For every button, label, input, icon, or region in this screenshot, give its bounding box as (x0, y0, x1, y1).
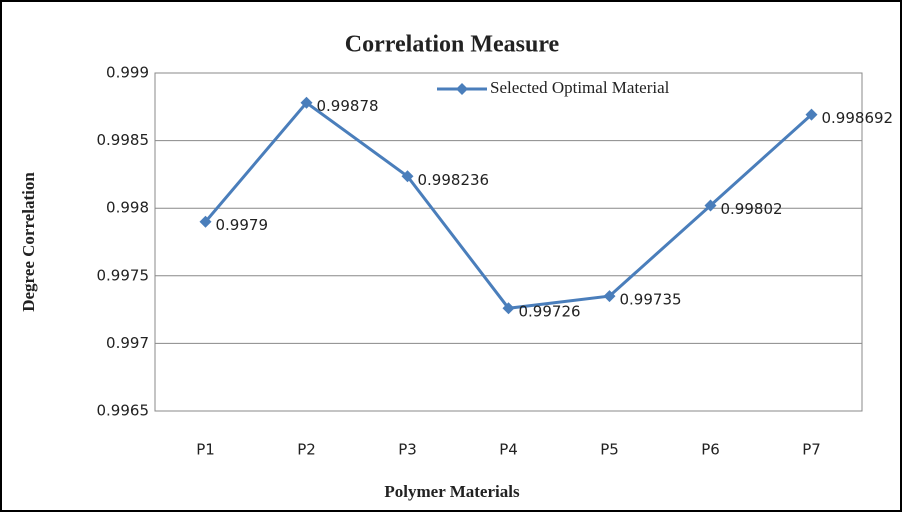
data-label: 0.998236 (418, 171, 490, 189)
y-tick-label: 0.9975 (97, 266, 150, 284)
data-point (805, 108, 818, 121)
y-axis-title: Degree Correlation (19, 172, 38, 312)
plot-area (154, 72, 863, 412)
legend-marker (456, 83, 468, 95)
y-tick-label: 0.998 (106, 199, 149, 217)
x-tick-label: P2 (297, 441, 316, 459)
legend-label: Selected Optimal Material (490, 78, 670, 97)
x-tick-label: P5 (600, 441, 619, 459)
x-axis-title: Polymer Materials (384, 482, 520, 501)
x-tick-label: P7 (802, 441, 821, 459)
x-tick-label: P3 (398, 441, 417, 459)
data-point (704, 199, 717, 212)
y-tick-label: 0.999 (106, 64, 149, 82)
x-tick-label: P1 (196, 441, 215, 459)
chart-title: Correlation Measure (345, 32, 560, 58)
data-label: 0.9979 (216, 216, 269, 234)
data-label: 0.998692 (822, 109, 894, 127)
x-tick-label: P4 (499, 441, 518, 459)
data-label: 0.99802 (721, 200, 783, 218)
data-point (199, 215, 212, 228)
y-tick-label: 0.9965 (97, 402, 150, 420)
data-label: 0.99726 (519, 303, 581, 321)
y-tick-label: 0.997 (106, 334, 149, 352)
y-tick-label: 0.9985 (97, 131, 150, 149)
data-label: 0.99878 (317, 97, 379, 115)
data-point (401, 170, 414, 183)
data-label: 0.99735 (620, 291, 682, 309)
x-tick-label: P6 (701, 441, 720, 459)
data-point (300, 96, 313, 109)
data-point (502, 302, 515, 315)
data-point (603, 290, 616, 303)
